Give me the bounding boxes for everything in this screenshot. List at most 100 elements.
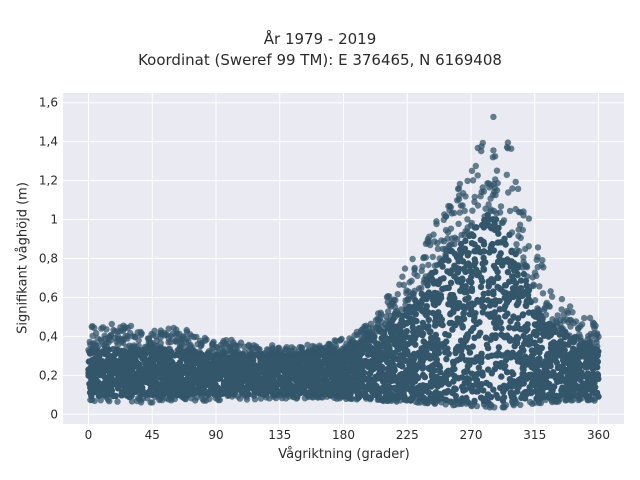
data-point	[411, 329, 418, 336]
data-point	[534, 244, 542, 251]
data-point	[409, 255, 416, 263]
data-point	[526, 386, 534, 394]
data-point	[372, 340, 380, 347]
data-point	[176, 359, 184, 366]
data-point	[158, 375, 165, 382]
data-point	[419, 382, 427, 389]
data-point	[422, 387, 430, 395]
data-point	[534, 356, 542, 363]
data-point	[425, 289, 433, 296]
data-point	[563, 307, 571, 315]
data-point	[447, 225, 455, 232]
data-point	[110, 346, 117, 353]
data-point	[332, 385, 340, 392]
data-point	[433, 312, 440, 319]
data-point	[244, 358, 251, 365]
data-point	[558, 295, 566, 303]
data-point	[158, 396, 166, 404]
data-point	[349, 382, 357, 389]
data-point	[510, 402, 517, 409]
data-point	[509, 185, 516, 192]
data-point	[420, 254, 427, 262]
data-point	[95, 385, 103, 393]
data-point	[97, 336, 104, 343]
x-tick-label: 0	[85, 428, 93, 442]
data-point	[566, 359, 573, 366]
data-point	[568, 365, 576, 373]
data-point	[440, 216, 447, 223]
data-point	[182, 338, 190, 346]
data-point	[399, 318, 406, 325]
data-point	[414, 272, 421, 280]
data-point	[164, 364, 172, 372]
data-point	[128, 376, 135, 383]
data-point	[474, 172, 481, 179]
data-point	[438, 399, 445, 406]
data-point	[584, 370, 592, 377]
data-point	[464, 332, 471, 339]
data-point	[256, 346, 263, 353]
y-tick-label: 1,2	[39, 174, 58, 188]
data-point	[372, 317, 380, 324]
data-point	[401, 265, 409, 272]
data-point	[202, 397, 210, 404]
data-point	[349, 348, 356, 355]
data-point	[149, 359, 156, 366]
data-point	[264, 370, 271, 377]
data-point	[114, 398, 121, 405]
data-point	[179, 333, 186, 340]
data-point	[451, 385, 458, 392]
data-point	[375, 325, 383, 332]
data-point	[451, 240, 458, 248]
data-point	[468, 402, 475, 409]
data-point	[471, 198, 478, 205]
data-point	[191, 333, 198, 341]
data-point	[490, 288, 497, 295]
data-point	[467, 306, 475, 313]
data-point	[465, 294, 472, 301]
data-point	[485, 289, 492, 297]
data-point	[480, 265, 487, 272]
data-point	[429, 253, 436, 261]
chart-title: År 1979 - 2019	[263, 30, 377, 48]
data-point	[349, 375, 356, 383]
data-point	[280, 366, 288, 373]
data-point	[568, 354, 576, 362]
data-point	[448, 399, 455, 406]
data-point	[319, 347, 326, 354]
data-point	[526, 398, 534, 406]
data-point	[248, 344, 255, 352]
y-tick-label: 0,8	[39, 252, 58, 266]
data-point	[249, 370, 256, 377]
data-point	[536, 385, 544, 392]
data-point	[238, 375, 245, 382]
data-point	[456, 180, 464, 188]
data-point	[561, 328, 568, 335]
data-point	[487, 402, 495, 409]
data-point	[404, 319, 411, 326]
data-point	[509, 273, 516, 280]
data-point	[98, 325, 105, 332]
data-point	[91, 397, 98, 405]
data-point	[258, 378, 265, 385]
data-point	[520, 332, 527, 340]
data-point	[400, 346, 408, 353]
data-point	[391, 311, 398, 318]
data-point	[573, 385, 580, 392]
data-point	[519, 312, 526, 319]
data-point	[491, 226, 498, 233]
data-point	[502, 356, 510, 364]
data-point	[443, 355, 450, 363]
data-point	[112, 392, 119, 400]
data-point	[513, 301, 521, 309]
data-point	[442, 226, 450, 234]
data-point	[559, 357, 567, 364]
data-point	[452, 346, 460, 354]
data-point	[274, 352, 282, 359]
data-point	[579, 381, 586, 389]
data-point	[136, 361, 143, 368]
data-point	[410, 290, 417, 297]
data-point	[471, 371, 478, 379]
data-point	[87, 386, 95, 394]
data-point	[166, 345, 173, 353]
